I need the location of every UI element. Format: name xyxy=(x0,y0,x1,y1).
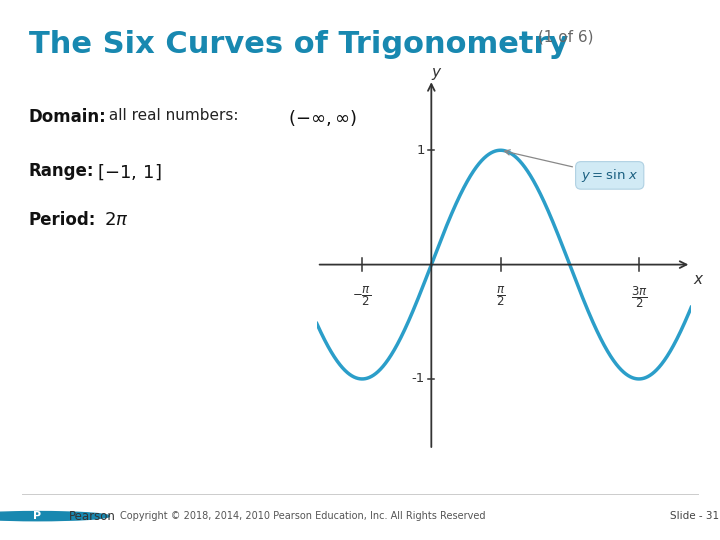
Text: $\dfrac{3\pi}{2}$: $\dfrac{3\pi}{2}$ xyxy=(631,284,647,310)
Text: $y$: $y$ xyxy=(431,66,443,82)
Text: 1: 1 xyxy=(416,144,425,157)
Text: $-\dfrac{\pi}{2}$: $-\dfrac{\pi}{2}$ xyxy=(353,284,372,308)
Text: $\dfrac{\pi}{2}$: $\dfrac{\pi}{2}$ xyxy=(496,284,505,308)
Text: Period:: Period: xyxy=(29,211,96,228)
Text: Domain:: Domain: xyxy=(29,108,107,126)
Text: -1: -1 xyxy=(411,373,425,386)
Text: (1 of 6): (1 of 6) xyxy=(533,30,593,45)
Text: $y = \sin\, x$: $y = \sin\, x$ xyxy=(505,150,639,184)
Text: Pearson: Pearson xyxy=(68,510,115,523)
Text: Range:: Range: xyxy=(29,162,94,180)
Circle shape xyxy=(0,511,109,521)
Text: $x$: $x$ xyxy=(693,272,705,287)
Text: all real numbers:: all real numbers: xyxy=(104,108,244,123)
Text: $2\pi$: $2\pi$ xyxy=(104,211,129,228)
Text: P: P xyxy=(33,511,42,521)
Text: The Six Curves of Trigonometry: The Six Curves of Trigonometry xyxy=(29,30,568,59)
Text: Slide - 31: Slide - 31 xyxy=(670,511,719,521)
Text: $[-1,\, 1]$: $[-1,\, 1]$ xyxy=(97,162,162,181)
Text: Copyright © 2018, 2014, 2010 Pearson Education, Inc. All Rights Reserved: Copyright © 2018, 2014, 2010 Pearson Edu… xyxy=(120,511,485,521)
Text: $(-\infty, \infty)$: $(-\infty, \infty)$ xyxy=(288,108,357,128)
